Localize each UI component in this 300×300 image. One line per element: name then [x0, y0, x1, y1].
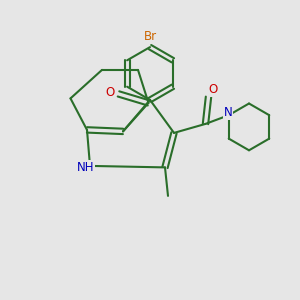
Text: O: O [208, 83, 217, 96]
Text: Br: Br [143, 30, 157, 43]
Text: O: O [106, 86, 115, 99]
Text: NH: NH [77, 161, 94, 174]
Text: N: N [224, 106, 233, 119]
